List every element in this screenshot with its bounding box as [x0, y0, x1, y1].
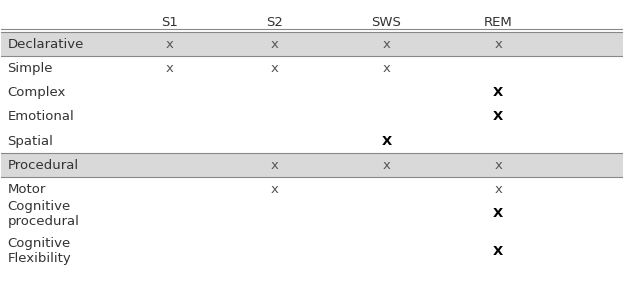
- Text: Simple: Simple: [7, 62, 53, 75]
- Text: x: x: [271, 159, 279, 172]
- Text: S2: S2: [266, 15, 283, 29]
- Text: x: x: [165, 38, 173, 51]
- Text: x: x: [271, 183, 279, 196]
- Text: S1: S1: [161, 15, 178, 29]
- Text: x: x: [383, 62, 391, 75]
- Text: X: X: [381, 134, 392, 148]
- Text: REM: REM: [484, 15, 513, 29]
- Text: X: X: [493, 86, 504, 99]
- Text: Declarative: Declarative: [7, 38, 84, 51]
- Text: X: X: [493, 110, 504, 123]
- Text: Procedural: Procedural: [7, 159, 79, 172]
- Text: Motor: Motor: [7, 183, 46, 196]
- Text: Emotional: Emotional: [7, 110, 74, 123]
- Text: Cognitive
Flexibility: Cognitive Flexibility: [7, 237, 71, 265]
- Text: Cognitive
procedural: Cognitive procedural: [7, 200, 79, 228]
- Text: X: X: [493, 207, 504, 220]
- Bar: [1, 32, 623, 56]
- Text: x: x: [383, 38, 391, 51]
- Text: x: x: [383, 159, 391, 172]
- Text: x: x: [494, 38, 502, 51]
- Text: Spatial: Spatial: [7, 134, 54, 148]
- Text: x: x: [165, 62, 173, 75]
- Text: Complex: Complex: [7, 86, 66, 99]
- Text: X: X: [493, 245, 504, 258]
- Text: SWS: SWS: [372, 15, 401, 29]
- Text: x: x: [271, 62, 279, 75]
- Text: x: x: [271, 38, 279, 51]
- Text: x: x: [494, 159, 502, 172]
- Bar: [1, 153, 623, 177]
- Text: x: x: [494, 183, 502, 196]
